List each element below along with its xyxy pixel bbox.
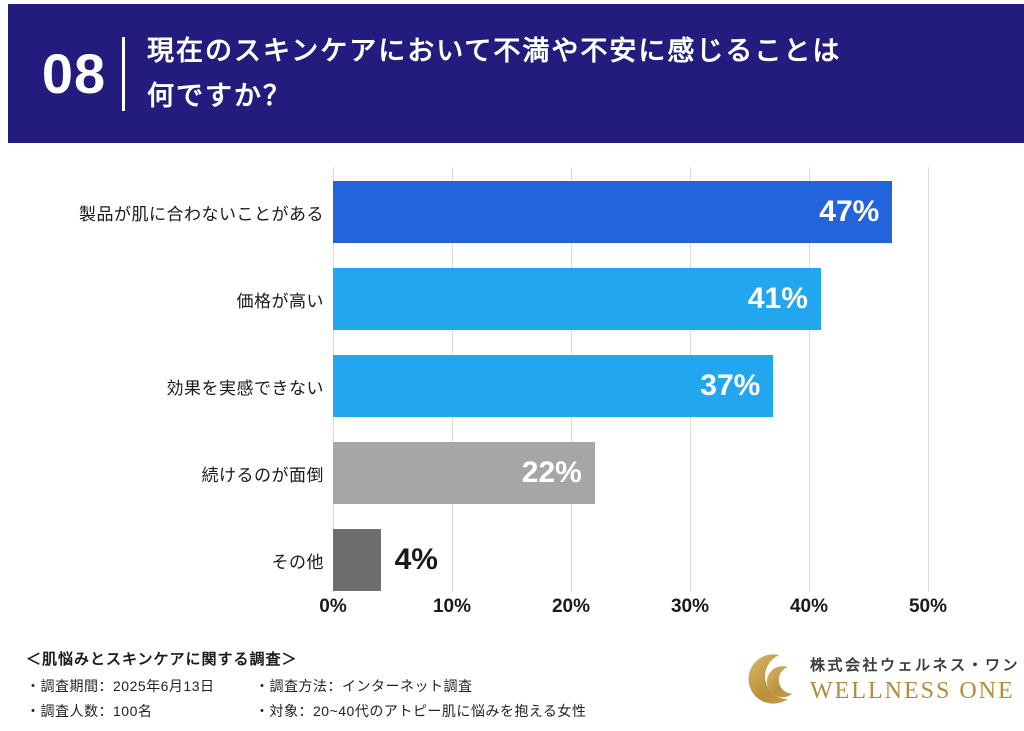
bar-value-label: 4% (394, 543, 438, 576)
survey-note-method: ・調査方法：インターネット調査 (255, 678, 473, 694)
company-logo: 株式会社ウェルネス・ワン WELLNESS ONE (748, 647, 1020, 711)
company-name-jp: 株式会社ウェルネス・ワン (810, 656, 1021, 674)
x-axis-tick: 10% (432, 596, 472, 617)
page-title-line1: 現在のスキンケアにおいて不満や不安に感じることは (147, 35, 842, 66)
bar (333, 355, 774, 417)
gridline (809, 167, 810, 592)
chart-row: 続けるのが面倒 22% (0, 430, 1024, 517)
bar-track: 4% (333, 529, 928, 591)
bar-chart: 製品が肌に合わないことがある 47% 価格が高い 41% 効果を実感できない 37% 続ける… (0, 167, 1024, 639)
x-axis: 0% 10% 20% 30% 40% 50% (319, 596, 947, 626)
crescent-moon-icon (748, 653, 804, 704)
x-axis-tick: 30% (670, 596, 710, 617)
x-axis-tick: 40% (789, 596, 829, 617)
header-divider (122, 36, 125, 111)
company-name-en: WELLNESS ONE (810, 677, 1015, 704)
chart-rows: 製品が肌に合わないことがある 47% 価格が高い 41% 効果を実感できない 37% 続ける… (0, 169, 1024, 604)
chart-row: 製品が肌に合わないことがある 47% (0, 169, 1024, 256)
survey-note-count: ・調査人数：100名 (26, 703, 153, 719)
header-banner: 08 現在のスキンケアにおいて不満や不安に感じることは 何ですか？ (8, 4, 1024, 143)
bar-track: 41% (333, 268, 928, 330)
x-axis-tick: 0% (319, 596, 347, 617)
chart-row: 価格が高い 41% (0, 256, 1024, 343)
bar-value-label: 37% (700, 369, 761, 402)
chart-row: その他 4% (0, 517, 1024, 604)
bar-track: 37% (333, 355, 928, 417)
bar-track: 47% (333, 181, 928, 243)
question-number: 08 (41, 42, 107, 105)
survey-notes-grid: ・調査期間：2025年6月13日 ・調査方法：インターネット調査 ・調査人数：1… (26, 676, 586, 721)
chart-row: 効果を実感できない 37% (0, 343, 1024, 430)
page-title-line2: 何ですか？ (147, 80, 292, 111)
survey-notes: ＜肌悩みとスキンケアに関する調査＞ ・調査期間：2025年6月13日 ・調査方法… (26, 648, 586, 721)
bar-value-label: 47% (819, 195, 880, 228)
bar-value-label: 41% (747, 282, 808, 315)
category-label: 製品が肌に合わないことがある (79, 205, 324, 224)
category-label: その他 (271, 553, 324, 572)
survey-notes-title: ＜肌悩みとスキンケアに関する調査＞ (26, 651, 298, 668)
company-logo-text: 株式会社ウェルネス・ワン WELLNESS ONE (810, 654, 1020, 705)
bar (333, 442, 595, 504)
x-axis-tick: 50% (908, 596, 948, 617)
bar-value-label: 22% (521, 456, 582, 489)
survey-note-period: ・調査期間：2025年6月13日 (26, 678, 215, 694)
bar-track: 22% (333, 442, 928, 504)
bar (333, 181, 893, 243)
bar (333, 268, 821, 330)
x-axis-tick: 20% (551, 596, 591, 617)
bar (333, 529, 381, 591)
survey-note-target: ・対象：20~40代のアトピー肌に悩みを抱える女性 (255, 703, 587, 719)
category-label: 続けるのが面倒 (201, 466, 324, 485)
category-label: 効果を実感できない (166, 379, 324, 398)
category-label: 価格が高い (236, 292, 324, 311)
gridline (928, 167, 929, 592)
page-title: 現在のスキンケアにおいて不満や不安に感じることは 何ですか？ (147, 29, 841, 119)
